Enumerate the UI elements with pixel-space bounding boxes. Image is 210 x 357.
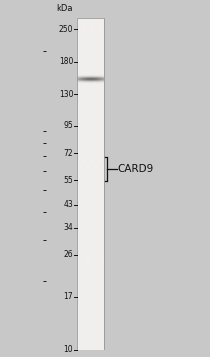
Text: kDa: kDa (57, 4, 73, 13)
Text: CARD9: CARD9 (118, 164, 154, 174)
Text: 130: 130 (59, 90, 73, 99)
Text: 43: 43 (63, 200, 73, 209)
Text: 250: 250 (59, 25, 73, 34)
Text: 34: 34 (63, 223, 73, 232)
Text: 10: 10 (64, 345, 73, 355)
Text: 72: 72 (64, 149, 73, 158)
Text: 17: 17 (64, 292, 73, 302)
Text: 180: 180 (59, 57, 73, 66)
Text: 26: 26 (64, 250, 73, 259)
Text: 55: 55 (63, 176, 73, 185)
FancyBboxPatch shape (77, 18, 104, 350)
Text: 95: 95 (63, 121, 73, 130)
